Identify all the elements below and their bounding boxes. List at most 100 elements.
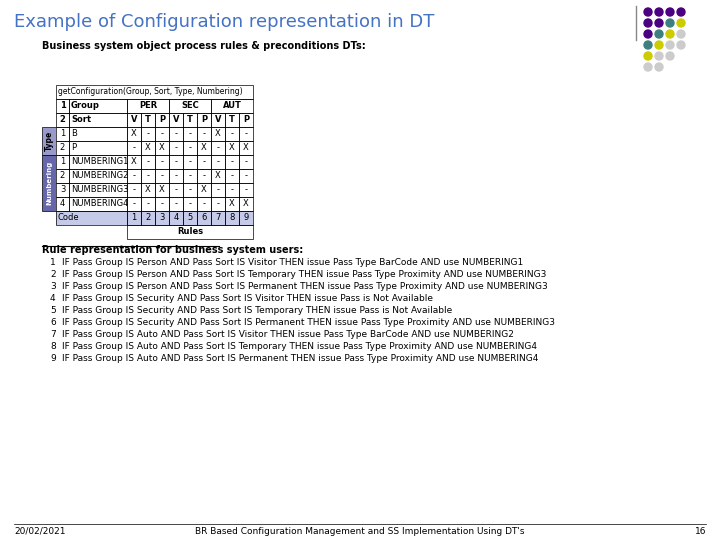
- Circle shape: [655, 63, 663, 71]
- Text: 4: 4: [60, 199, 65, 208]
- Bar: [56, 113, 69, 127]
- Text: -: -: [230, 130, 233, 138]
- Text: Code: Code: [58, 213, 80, 222]
- Text: 16: 16: [695, 527, 706, 536]
- Bar: [69, 99, 127, 113]
- Text: 2: 2: [50, 270, 55, 279]
- Bar: [56, 155, 69, 169]
- Text: 9: 9: [243, 213, 248, 222]
- Bar: [69, 183, 127, 197]
- Circle shape: [666, 19, 674, 27]
- Bar: [127, 113, 141, 127]
- Text: X: X: [243, 199, 249, 208]
- Text: -: -: [132, 186, 135, 194]
- Bar: [197, 197, 211, 211]
- Text: -: -: [174, 199, 178, 208]
- Bar: [197, 169, 211, 183]
- Bar: [56, 127, 69, 141]
- Text: -: -: [230, 172, 233, 180]
- Text: 9: 9: [50, 354, 55, 363]
- Text: -: -: [146, 199, 150, 208]
- Text: X: X: [201, 186, 207, 194]
- Circle shape: [644, 63, 652, 71]
- Bar: [197, 169, 211, 183]
- Bar: [69, 197, 127, 211]
- Bar: [127, 183, 141, 197]
- Text: -: -: [217, 186, 220, 194]
- Bar: [56, 141, 69, 155]
- Text: -: -: [189, 130, 192, 138]
- Bar: [127, 197, 141, 211]
- Circle shape: [666, 52, 674, 60]
- Bar: [239, 183, 253, 197]
- Bar: [211, 169, 225, 183]
- Text: PER: PER: [139, 102, 157, 111]
- Bar: [169, 155, 183, 169]
- Bar: [155, 183, 169, 197]
- Bar: [155, 155, 169, 169]
- Bar: [155, 141, 169, 155]
- Bar: [211, 155, 225, 169]
- Bar: [225, 183, 239, 197]
- Text: -: -: [146, 158, 150, 166]
- Bar: [197, 113, 211, 127]
- Text: -: -: [245, 172, 248, 180]
- Bar: [127, 113, 141, 127]
- Bar: [155, 155, 169, 169]
- Bar: [141, 113, 155, 127]
- Text: BR Based Configuration Management and SS Implementation Using DT's: BR Based Configuration Management and SS…: [195, 527, 525, 536]
- Bar: [225, 169, 239, 183]
- Circle shape: [644, 52, 652, 60]
- Bar: [69, 113, 127, 127]
- Bar: [141, 183, 155, 197]
- Bar: [211, 211, 225, 225]
- Text: P: P: [243, 116, 249, 125]
- Bar: [197, 127, 211, 141]
- Bar: [169, 99, 211, 113]
- Bar: [141, 141, 155, 155]
- Bar: [183, 155, 197, 169]
- Bar: [211, 197, 225, 211]
- Bar: [141, 127, 155, 141]
- Bar: [211, 99, 253, 113]
- Bar: [42, 155, 56, 211]
- Text: X: X: [145, 144, 151, 152]
- Text: -: -: [202, 158, 205, 166]
- Bar: [183, 211, 197, 225]
- Bar: [197, 183, 211, 197]
- Bar: [69, 141, 127, 155]
- Bar: [155, 113, 169, 127]
- Bar: [69, 183, 127, 197]
- Text: 3: 3: [60, 186, 66, 194]
- Bar: [225, 169, 239, 183]
- Bar: [239, 141, 253, 155]
- Bar: [155, 183, 169, 197]
- Text: X: X: [145, 186, 151, 194]
- Bar: [56, 155, 69, 169]
- Bar: [211, 141, 225, 155]
- Text: -: -: [161, 158, 163, 166]
- Bar: [197, 141, 211, 155]
- Text: 5: 5: [187, 213, 193, 222]
- Bar: [183, 127, 197, 141]
- Bar: [211, 183, 225, 197]
- Bar: [127, 183, 141, 197]
- Text: Sort: Sort: [71, 116, 91, 125]
- Bar: [69, 155, 127, 169]
- Text: -: -: [132, 172, 135, 180]
- Bar: [42, 127, 56, 155]
- Bar: [141, 183, 155, 197]
- Bar: [225, 183, 239, 197]
- Bar: [155, 127, 169, 141]
- Text: X: X: [131, 130, 137, 138]
- Text: Numbering: Numbering: [46, 161, 52, 205]
- Bar: [239, 113, 253, 127]
- Bar: [127, 169, 141, 183]
- Bar: [183, 183, 197, 197]
- Circle shape: [666, 41, 674, 49]
- Bar: [183, 183, 197, 197]
- Bar: [169, 113, 183, 127]
- Bar: [239, 141, 253, 155]
- Bar: [239, 197, 253, 211]
- Bar: [141, 211, 155, 225]
